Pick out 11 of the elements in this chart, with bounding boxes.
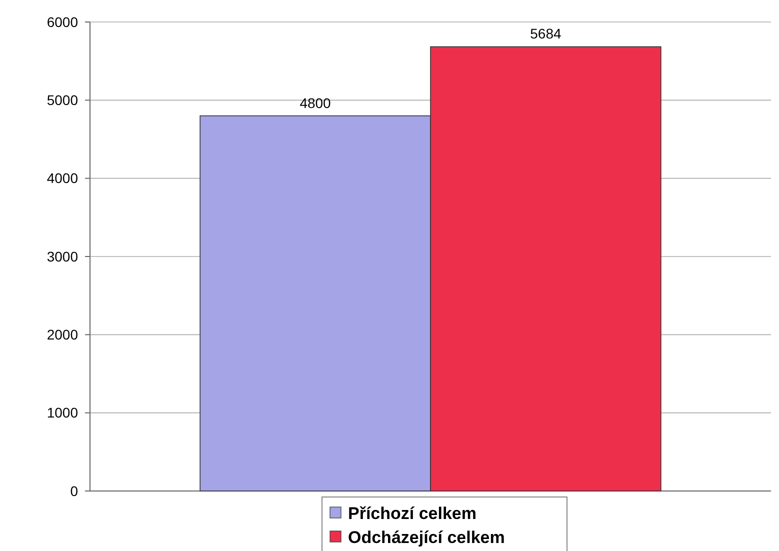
y-tick-label: 1000 — [46, 404, 78, 421]
data-label: 4800 — [300, 94, 332, 111]
y-tick-label: 4000 — [46, 170, 78, 186]
data-label: 5684 — [530, 26, 562, 42]
y-tick-label: 6000 — [46, 14, 78, 30]
y-tick-label: 5000 — [46, 92, 78, 108]
legend-label: Příchozí celkem — [348, 504, 477, 523]
y-tick-label: 0 — [70, 482, 78, 499]
legend-label: Odcházející celkem — [348, 528, 505, 547]
y-tick-label: 2000 — [46, 326, 78, 343]
y-tick-label: 3000 — [46, 248, 78, 264]
